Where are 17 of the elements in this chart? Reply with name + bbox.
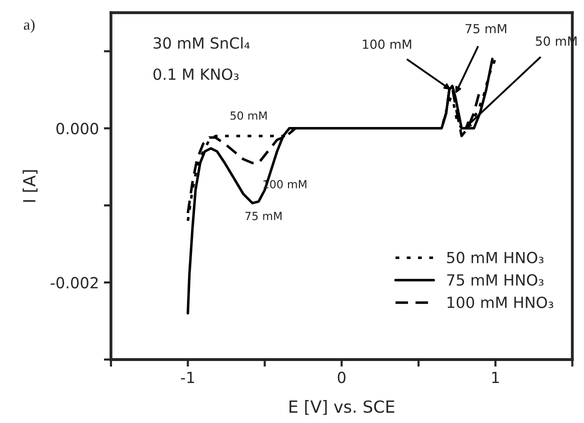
annotation: 75 mM bbox=[245, 212, 282, 220]
x-tick-label: -1 bbox=[180, 372, 194, 383]
legend-label: 50 mM HNO₃ bbox=[447, 252, 544, 264]
annotation: 30 mM SnCl₄ bbox=[154, 36, 250, 49]
x-axis-title: E [V] vs. SCE bbox=[290, 400, 394, 415]
x-tick-label: 1 bbox=[492, 372, 499, 383]
annotation: 50 mM bbox=[230, 111, 267, 120]
legend-label: 75 mM HNO₃ bbox=[447, 274, 544, 286]
text: a) bbox=[24, 19, 35, 33]
y-axis-title: I [A] bbox=[22, 170, 38, 202]
annotation: 100 mM bbox=[362, 39, 412, 49]
y-tick-label: -0.002 bbox=[50, 276, 98, 288]
annotation: 0.1 M KNO₃ bbox=[153, 68, 238, 80]
x-tick-label: 0 bbox=[338, 372, 346, 384]
y-tick-label: 0.000 bbox=[56, 122, 98, 134]
legend-label: 100 mM HNO₃ bbox=[448, 296, 554, 308]
annotation: 75 mM bbox=[466, 24, 506, 34]
